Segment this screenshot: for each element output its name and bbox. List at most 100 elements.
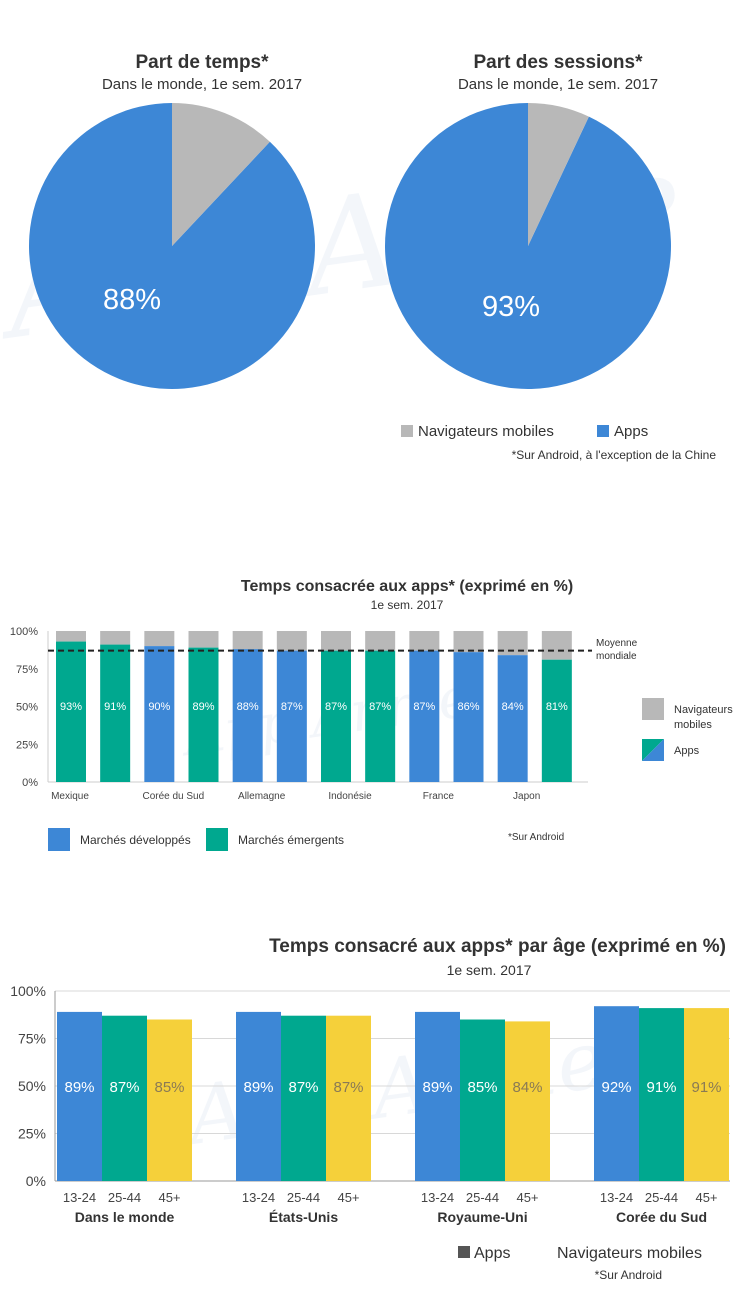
legend-developed-label: Marchés développés	[80, 833, 191, 847]
countries-bar-browsers	[276, 631, 307, 651]
pie-sessions-title: Part des sessions*	[474, 52, 644, 73]
countries-bar-label: 86%	[457, 701, 479, 713]
legend-navigators-label-line1: Navigateurs	[674, 704, 733, 716]
age-x-tick: 25-44	[287, 1190, 320, 1205]
age-bar-label: 87%	[288, 1079, 318, 1096]
age-bar-label: 87%	[109, 1079, 139, 1096]
age-bar	[505, 1021, 550, 1181]
age-bar	[236, 1011, 281, 1181]
countries-bar-label: 93%	[60, 701, 82, 713]
countries-x-tick: Mexique	[51, 791, 89, 802]
countries-bar-label: 89%	[192, 701, 214, 713]
age-x-tick: 45+	[516, 1190, 538, 1205]
countries-bar-apps	[232, 649, 263, 782]
countries-bar-apps	[321, 650, 351, 782]
countries-x-tick: Allemagne	[238, 791, 286, 802]
legend-emerging-label: Marchés émergents	[238, 833, 344, 847]
countries-bar-browsers	[232, 631, 263, 650]
legend-browsers-label: Navigateurs mobiles	[418, 423, 554, 440]
age-bar	[147, 1019, 192, 1181]
countries-bar-label: 90%	[148, 701, 170, 713]
age-bar	[326, 1015, 371, 1181]
legend-apps-swatch	[597, 425, 609, 437]
age-x-tick: 45+	[695, 1190, 717, 1205]
countries-bar-browsers	[409, 631, 440, 651]
age-y-tick: 50%	[18, 1078, 46, 1094]
legend-apps-swatch-developed	[642, 739, 664, 761]
countries-bar-browsers	[100, 631, 131, 645]
age-legend-apps-swatch	[458, 1246, 470, 1258]
age-bar-label: 89%	[422, 1079, 452, 1096]
bar-chart-countries: Temps consacrée aux apps* (exprimé en %)…	[10, 578, 638, 802]
countries-bar-label: 87%	[281, 701, 303, 713]
countries-x-tick: Indonésie	[328, 791, 372, 802]
countries-bar-apps	[453, 652, 484, 782]
countries-y-tick: 75%	[16, 664, 38, 676]
age-bar	[415, 1011, 460, 1181]
countries-bar-browsers	[188, 631, 219, 648]
countries-bar-browsers	[144, 631, 175, 647]
pie-slice-browsers	[172, 103, 270, 246]
pie-legend: Navigateurs mobiles Apps *Sur Android, à…	[401, 423, 716, 462]
age-group-label: Corée du Sud	[616, 1209, 707, 1225]
countries-bar-browsers	[56, 631, 86, 642]
bar-chart-age: Temps consacré aux apps* par âge (exprim…	[10, 936, 730, 1225]
pie-sessions-apps-label: 93%	[482, 291, 540, 323]
pie-time-apps-label: 88%	[103, 284, 161, 316]
countries-bar-label: 87%	[369, 701, 391, 713]
legend-apps-text: Apps	[674, 745, 700, 757]
pie-chart-time: Part de temps* Dans le monde, 1e sem. 20…	[28, 52, 315, 389]
countries-bar-apps	[365, 650, 396, 782]
pie-sessions-slices	[384, 103, 671, 389]
age-bar-label: 84%	[512, 1079, 542, 1096]
countries-legend-right: Navigateurs mobiles Apps	[642, 698, 733, 761]
age-bar	[684, 1008, 729, 1181]
age-y-tick: 25%	[18, 1126, 46, 1142]
age-bar-label: 92%	[601, 1079, 631, 1096]
countries-bar-apps	[541, 659, 572, 782]
age-y-tick: 0%	[26, 1173, 46, 1189]
countries-bar-label: 88%	[237, 701, 259, 713]
legend-navigators-swatch	[642, 698, 664, 720]
countries-bar-browsers	[365, 631, 396, 651]
countries-bar-browsers	[541, 631, 572, 660]
legend-developed-swatch	[48, 828, 70, 851]
pie-time-subtitle: Dans le monde, 1e sem. 2017	[102, 76, 302, 93]
age-bar-label: 89%	[243, 1079, 273, 1096]
countries-bar-label: 81%	[546, 701, 568, 713]
age-bar-label: 87%	[333, 1079, 363, 1096]
average-label-line2: mondiale	[596, 651, 637, 662]
countries-bar-apps	[409, 650, 440, 782]
age-bar-label: 91%	[646, 1079, 676, 1096]
legend-browsers-swatch	[401, 425, 413, 437]
age-x-tick: 13-24	[63, 1190, 96, 1205]
age-x-tick: 25-44	[466, 1190, 499, 1205]
countries-bar-apps	[100, 644, 131, 782]
pie-time-slices	[28, 103, 315, 389]
countries-bar-apps	[497, 655, 528, 782]
age-group-label: États-Unis	[269, 1209, 338, 1225]
age-group-label: Dans le monde	[75, 1209, 175, 1225]
age-group-label: Royaume-Uni	[437, 1209, 527, 1225]
age-x-tick: 25-44	[645, 1190, 678, 1205]
countries-chart-title: Temps consacrée aux apps* (exprimé en %)	[241, 578, 573, 595]
age-footnote: *Sur Android	[595, 1268, 662, 1282]
age-legend-apps-label: Apps	[474, 1245, 510, 1262]
age-y-tick: 100%	[10, 983, 46, 999]
age-bar-label: 89%	[64, 1079, 94, 1096]
pie-time-title: Part de temps*	[135, 52, 269, 73]
age-legend: Apps Navigateurs mobiles *Sur Android	[458, 1245, 702, 1282]
countries-bar-apps	[56, 641, 86, 782]
countries-bar-apps	[276, 650, 307, 782]
countries-footnote: *Sur Android	[508, 832, 564, 843]
age-bar-label: 91%	[691, 1079, 721, 1096]
age-y-tick: 75%	[18, 1031, 46, 1047]
pie-slice-apps	[384, 103, 671, 389]
age-bar	[57, 1011, 102, 1181]
countries-bar-browsers	[321, 631, 351, 651]
countries-x-tick: Corée du Sud	[142, 791, 204, 802]
legend-apps-label: Apps	[614, 423, 648, 440]
pie-footnote: *Sur Android, à l'exception de la Chine	[512, 448, 717, 462]
countries-chart-subtitle: 1e sem. 2017	[371, 598, 444, 612]
countries-y-tick: 100%	[10, 626, 38, 638]
